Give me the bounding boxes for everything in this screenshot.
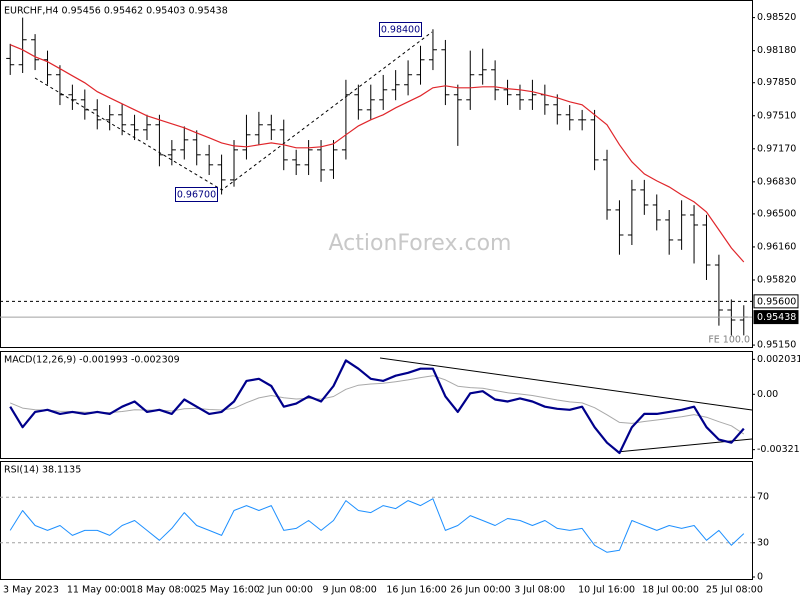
annotation-box bbox=[379, 22, 422, 37]
y-tick-label: 0.96500 bbox=[757, 208, 796, 219]
y-tick-label: 0 bbox=[757, 572, 763, 583]
x-tick-label: 2 Jun 00:00 bbox=[259, 585, 313, 596]
y-tick-label: 0.97850 bbox=[757, 77, 796, 88]
x-tick-label: 3 May 2023 bbox=[3, 585, 59, 596]
macd-panel bbox=[0, 351, 753, 459]
panel-title: MACD(12,26,9) -0.001993 -0.002309 bbox=[4, 355, 180, 366]
y-tick-label: 0.95150 bbox=[757, 340, 796, 351]
y-tick-label: 70 bbox=[757, 492, 769, 503]
x-tick-label: 10 Jul 16:00 bbox=[578, 585, 635, 596]
moving-average bbox=[9, 44, 745, 263]
rsi-panel bbox=[0, 461, 753, 580]
y-tick-label: -0.003214 bbox=[757, 444, 800, 455]
y-tick-label: 0.98520 bbox=[757, 12, 796, 23]
y-tick-label: 0.96160 bbox=[757, 241, 796, 252]
panel-title: EURCHF,H4 0.95456 0.95462 0.95403 0.9543… bbox=[4, 6, 228, 17]
panel-title: RSI(14) 38.1135 bbox=[4, 465, 81, 476]
y-tick-label: 30 bbox=[757, 537, 769, 548]
x-tick-label: 26 Jun 00:00 bbox=[450, 585, 510, 596]
annotation: 0.98400 bbox=[381, 25, 420, 36]
level-label: 0.95438 bbox=[757, 312, 796, 323]
x-tick-label: 11 May 00:00 bbox=[67, 585, 132, 596]
y-tick-label: 0.00 bbox=[757, 389, 778, 400]
indicator-line bbox=[9, 498, 745, 553]
watermark: ActionForex.com bbox=[329, 231, 512, 256]
indicator-line bbox=[10, 375, 745, 435]
annotation: 0.96700 bbox=[177, 190, 216, 201]
annotation: FE 100.0 bbox=[708, 335, 750, 346]
level-label-box bbox=[753, 310, 799, 325]
y-tick-label: 0.97170 bbox=[757, 143, 796, 154]
y-tick-label: 0.97510 bbox=[757, 110, 796, 121]
x-tick-label: 16 Jun 16:00 bbox=[386, 585, 446, 596]
y-tick-label: 0.002031 bbox=[757, 354, 800, 365]
x-tick-label: 18 May 08:00 bbox=[131, 585, 196, 596]
level-label: 0.95600 bbox=[757, 296, 796, 307]
wave-line bbox=[34, 31, 433, 191]
x-tick-label: 25 May 16:00 bbox=[195, 585, 260, 596]
x-tick-label: 18 Jul 00:00 bbox=[642, 585, 699, 596]
price-panel bbox=[0, 0, 753, 348]
level-label-box bbox=[753, 294, 799, 309]
macd-trendline bbox=[379, 357, 753, 411]
indicator-line bbox=[9, 359, 745, 455]
y-tick-label: 0.98180 bbox=[757, 45, 796, 56]
y-tick-label: 0.95820 bbox=[757, 274, 796, 285]
y-tick-label: 0.96830 bbox=[757, 176, 796, 187]
annotation-box bbox=[175, 187, 218, 202]
x-tick-label: 25 Jul 08:00 bbox=[706, 585, 763, 596]
x-tick-label: 3 Jul 08:00 bbox=[514, 585, 565, 596]
x-tick-label: 9 Jun 08:00 bbox=[323, 585, 377, 596]
